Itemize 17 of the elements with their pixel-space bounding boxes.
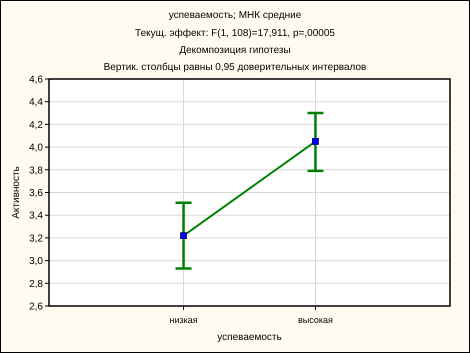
chart-title: успеваемость; МНК средние [168,10,302,21]
x-axis-title: успеваемость [217,332,282,343]
y-tick-label: 2,6 [29,302,44,312]
y-tick-label: 3,6 [29,188,44,199]
x-tick-label: низкая [169,315,198,325]
y-tick-label: 2,8 [29,278,44,290]
y-tick-label: 3,4 [29,210,44,222]
y-axis-title: Активность [11,166,22,219]
x-tick-label: высокая [298,315,334,325]
y-tick-label: 4,2 [29,120,44,131]
y-tick-label: 4,0 [29,142,44,154]
y-tick-label: 3,8 [29,165,44,176]
chart-subtitle: Текущ. эффект: F(1, 108)=17,911, p=,00005 Декомпозиция гипотезы Вертик. столбцы равны 0,95 доверительных интервалов [104,28,366,73]
y-tick-label: 3,2 [29,233,44,244]
y-tick-label: 3,0 [29,256,44,268]
y-tick-label: 4,6 [29,74,44,86]
y-tick-label: 4,4 [29,97,44,108]
